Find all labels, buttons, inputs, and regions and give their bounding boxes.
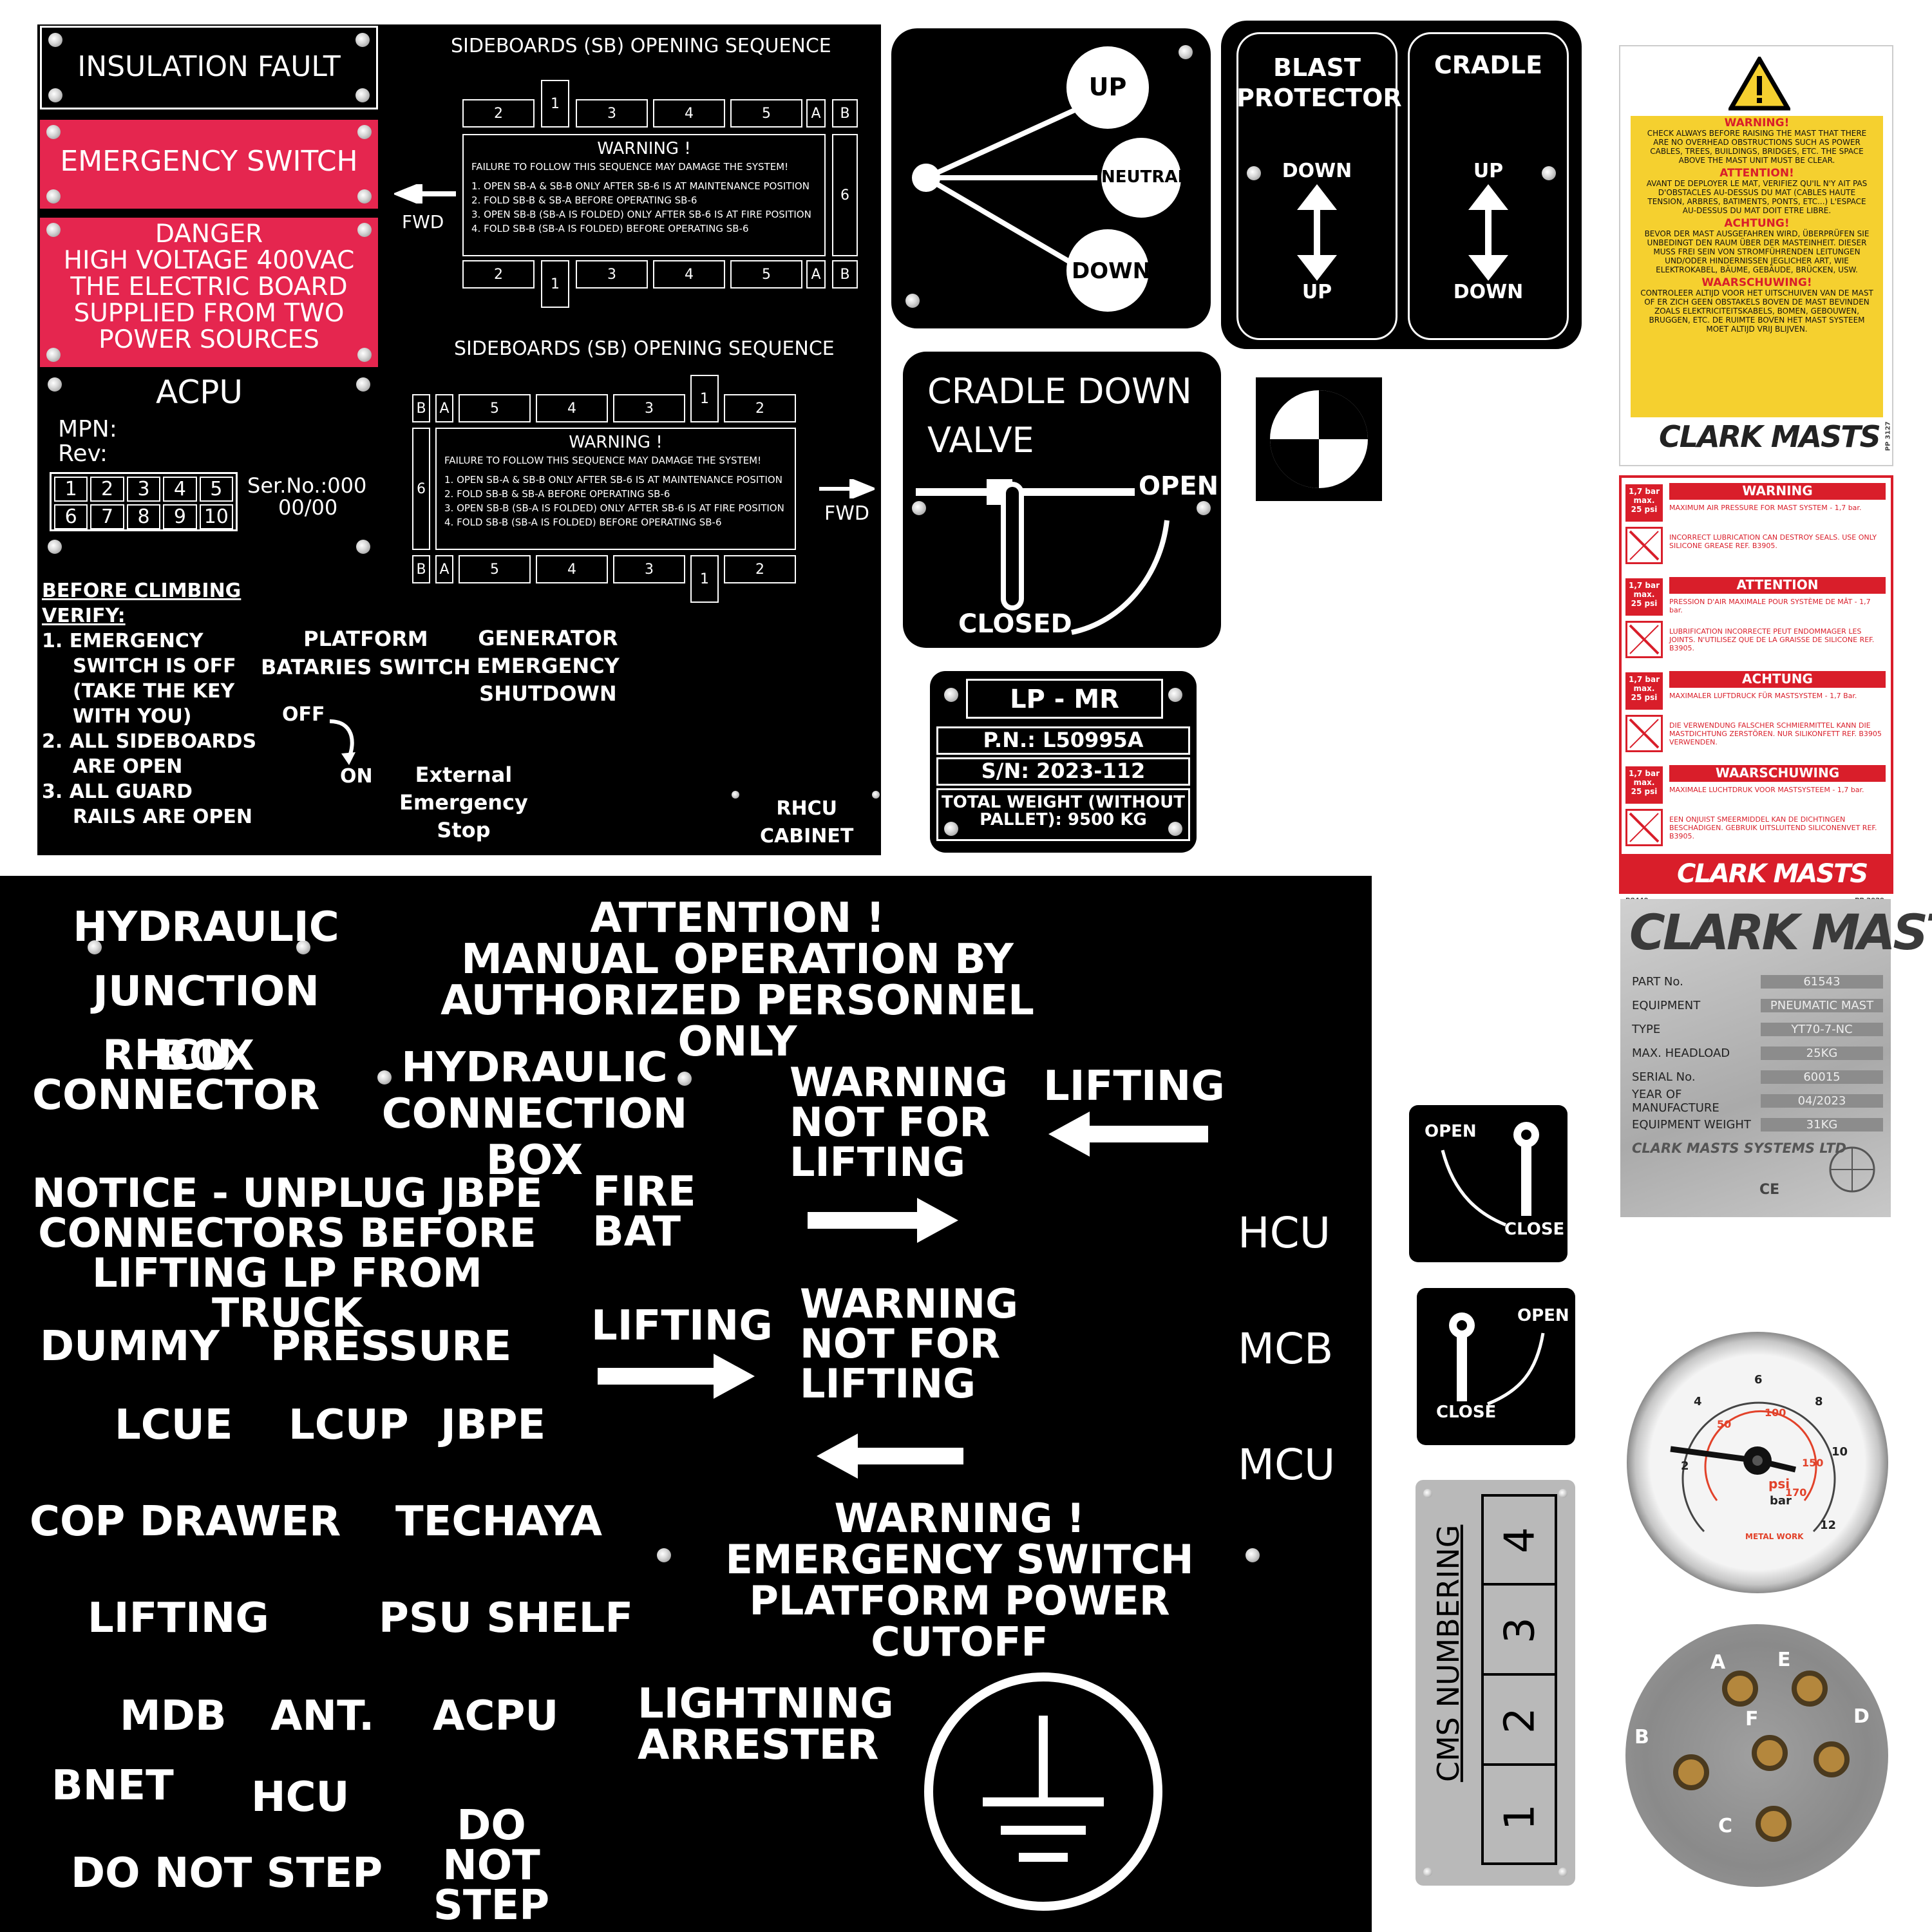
joystick-up-label: UP	[1088, 73, 1127, 101]
clark-masts-nameplate: CLARK MASTS PART No.61543 EQUIPMENTPNEUM…	[1620, 899, 1932, 1217]
joystick-plate: UP NEUTRAL DOWN	[891, 28, 1211, 328]
sideboards-title-2: SIDEBOARDS (SB) OPENING SEQUENCE	[454, 337, 835, 360]
switch-turn-arrow-icon	[329, 719, 355, 765]
valve-lever-icon-2	[1449, 1312, 1545, 1406]
cradle-double-arrow-icon	[1468, 184, 1508, 281]
platform-batteries-label: PLATFORM BATARIES SWITCH	[261, 627, 471, 679]
warning-sticker-yellow: WARNING! CHECK ALWAYS BEFORE RAISING THE…	[1619, 45, 1893, 466]
fwd-arrow-left-icon	[394, 184, 456, 204]
connector-pins-icon	[1673, 1671, 1850, 1842]
generator-shutdown-label: GENERATOR EMERGENCY SHUTDOWN	[477, 626, 620, 706]
sideboards-title-1: SIDEBOARDS (SB) OPENING SEQUENCE	[451, 35, 831, 57]
notice-unplug-label: NOTICE - UNPLUG JBPE CONNECTORS BEFORE LIF…	[32, 1170, 543, 1336]
red-section-title: ATTENTION	[1669, 577, 1886, 594]
red-sticker-section: 1,7 bar max. 25 psi WARNING MAXIMUM AIR PR…	[1622, 482, 1891, 576]
metal-work-logo: METAL WORK	[1745, 1532, 1804, 1541]
balance-target-icon	[1270, 390, 1368, 488]
cms-numbering-plate: CMS NUMBERING 4 3 2 1	[1416, 1480, 1575, 1886]
fwd-arrow-right-icon	[819, 479, 875, 498]
red-sticker-section: 1,7 bar max. 25 psi ACHTUNG MAXIMALER LUFT…	[1622, 670, 1891, 764]
cradle-valve-handle-icon	[916, 479, 1170, 635]
attention-manual-operation-label: ATTENTION ! MANUAL OPERATION BY AUTHORIZED…	[440, 895, 1034, 1066]
no-grease-icon	[1625, 809, 1663, 846]
warning-not-for-lifting-1: WARNING NOT FOR LIFTING	[790, 1059, 1009, 1186]
sideboard-warning-2: WARNING ! FAILURE TO FOLLOW THIS SEQUENC…	[435, 428, 796, 550]
rhcu-connector-label: RHCU CONNECTOR	[32, 1032, 320, 1119]
pressure-badge: 1,7 bar max. 25 psi	[1625, 766, 1663, 804]
red-section-title: ACHTUNG	[1669, 671, 1886, 688]
clark-masts-logo-silver: CLARK MASTS	[1629, 904, 1932, 961]
emergency-switch-plate: EMERGENCY SWITCH	[40, 120, 378, 209]
fire-bat-label: FIRE BAT	[592, 1168, 696, 1256]
warning-triangle-icon	[1728, 57, 1790, 111]
warning-not-for-lifting-2: WARNING NOT FOR LIFTING	[800, 1280, 1019, 1407]
rhcu-cabinet-label: RHCU CABINET	[760, 797, 854, 848]
red-section-title: WAARSCHUWING	[1669, 765, 1886, 782]
pressure-badge: 1,7 bar max. 25 psi	[1625, 578, 1663, 616]
cradle-valve-title: CRADLE DOWN VALVE	[927, 371, 1192, 460]
valve-plate-2: OPEN CLOSE	[1417, 1288, 1575, 1445]
pressure-gauge: 2 4 6 8 10 12 50 100 150 170 psi bar MET…	[1627, 1332, 1888, 1593]
clark-masts-logo-yellow: CLARK MASTS	[1659, 419, 1881, 454]
no-grease-icon	[1625, 715, 1663, 752]
joystick-down-label: DOWN	[1072, 258, 1151, 284]
globe-logo-icon	[1829, 1146, 1875, 1193]
no-grease-icon	[1625, 527, 1663, 564]
joystick-neutral-label: NEUTRAL	[1101, 167, 1189, 187]
valve-lever-icon-1	[1441, 1122, 1539, 1227]
blast-double-arrow-icon	[1297, 184, 1337, 281]
do-not-step-label-1: DO NOT STEP	[433, 1802, 550, 1929]
arrow-left-icon-2	[817, 1434, 963, 1479]
acpu-plate: ACPU MPN: Rev: 1 2 3 4 5 6 7 8 9 10 Ser.…	[40, 372, 378, 565]
nameplate-rows: PART No. 61543 EQUIPMENT PNEUMATIC MAST TY…	[1632, 970, 1883, 1137]
blast-protector-title: BLAST PROTECTOR	[1236, 53, 1402, 112]
acpu-number-grid: 1 2 3 4 5 6 7 8 9 10	[50, 472, 238, 531]
external-emergency-stop-label: External Emergency Stop	[399, 762, 528, 842]
pressure-badge: 1,7 bar max. 25 psi	[1625, 672, 1663, 710]
valve-plate-1: OPEN CLOSE	[1409, 1105, 1567, 1262]
multi-pin-connector: A E F D B C	[1625, 1624, 1888, 1887]
acpu-title: ACPU	[156, 374, 243, 411]
insulation-fault-plate: INSULATION FAULT	[40, 26, 378, 109]
clark-masts-logo-red: CLARK MASTS	[1677, 859, 1868, 889]
arrow-right-icon-1	[808, 1198, 958, 1243]
red-sticker-section: 1,7 bar max. 25 psi ATTENTION PRESSION D'A…	[1622, 576, 1891, 670]
no-grease-icon	[1625, 621, 1663, 658]
red-section-title: WARNING	[1669, 483, 1886, 500]
arrow-left-icon-1	[1048, 1112, 1208, 1157]
warning-sticker-red: 1,7 bar max. 25 psi WARNING MAXIMUM AIR PR…	[1619, 475, 1893, 904]
before-climbing-text: BEFORE CLIMBING VERIFY: 1. EMERGENCY SWI…	[42, 580, 257, 828]
blast-cradle-plate: BLAST PROTECTOR DOWN UP CRADLE UP DOWN	[1221, 21, 1582, 349]
cms-numbering-title: CMS NUMBERING	[1430, 1524, 1466, 1783]
arrow-right-icon-2	[598, 1354, 755, 1399]
insulation-fault-label: INSULATION FAULT	[77, 50, 341, 83]
hydraulic-junction-box-label: HYDRAULIC JUNCTION BOX	[73, 904, 339, 1080]
lightning-arrester-label: LIGHTNING ARRESTER	[638, 1680, 894, 1769]
cradle-title: CRADLE	[1434, 51, 1543, 79]
danger-text: DANGER HIGH VOLTAGE 400VAC THE ELECTRIC BO…	[63, 220, 355, 354]
danger-plate: DANGER HIGH VOLTAGE 400VAC THE ELECTRIC BO…	[40, 218, 378, 367]
lp-mr-id-plate: LP - MR P.N.: L50995A S/N: 2023-112 TOTA…	[930, 671, 1197, 853]
ground-symbol-icon	[924, 1672, 1162, 1911]
label-sheet-panel: HYDRAULIC JUNCTION BOX ATTENTION ! MANUAL …	[0, 876, 1372, 1932]
sideboard-warning-1: WARNING ! FAILURE TO FOLLOW THIS SEQUENC…	[462, 134, 826, 256]
cradle-down-valve-plate: CRADLE DOWN VALVE OPEN CLOSED	[903, 352, 1221, 648]
emergency-switch-label: EMERGENCY SWITCH	[60, 145, 358, 178]
red-sticker-section: 1,7 bar max. 25 psi WAARSCHUWING MAXIMALE …	[1622, 764, 1891, 858]
pressure-badge: 1,7 bar max. 25 psi	[1625, 484, 1663, 522]
target-symbol-plate	[1256, 377, 1382, 501]
lp-mr-weight: TOTAL WEIGHT (WITHOUT PALLET): 9500 KG	[936, 788, 1190, 841]
warning-emergency-switch-label: WARNING ! EMERGENCY SWITCH PLATFORM POWER …	[725, 1495, 1194, 1665]
gauge-face-icon	[1670, 1401, 1836, 1533]
hydraulic-connection-box-label: HYDRAULIC CONNECTION BOX	[381, 1044, 688, 1184]
